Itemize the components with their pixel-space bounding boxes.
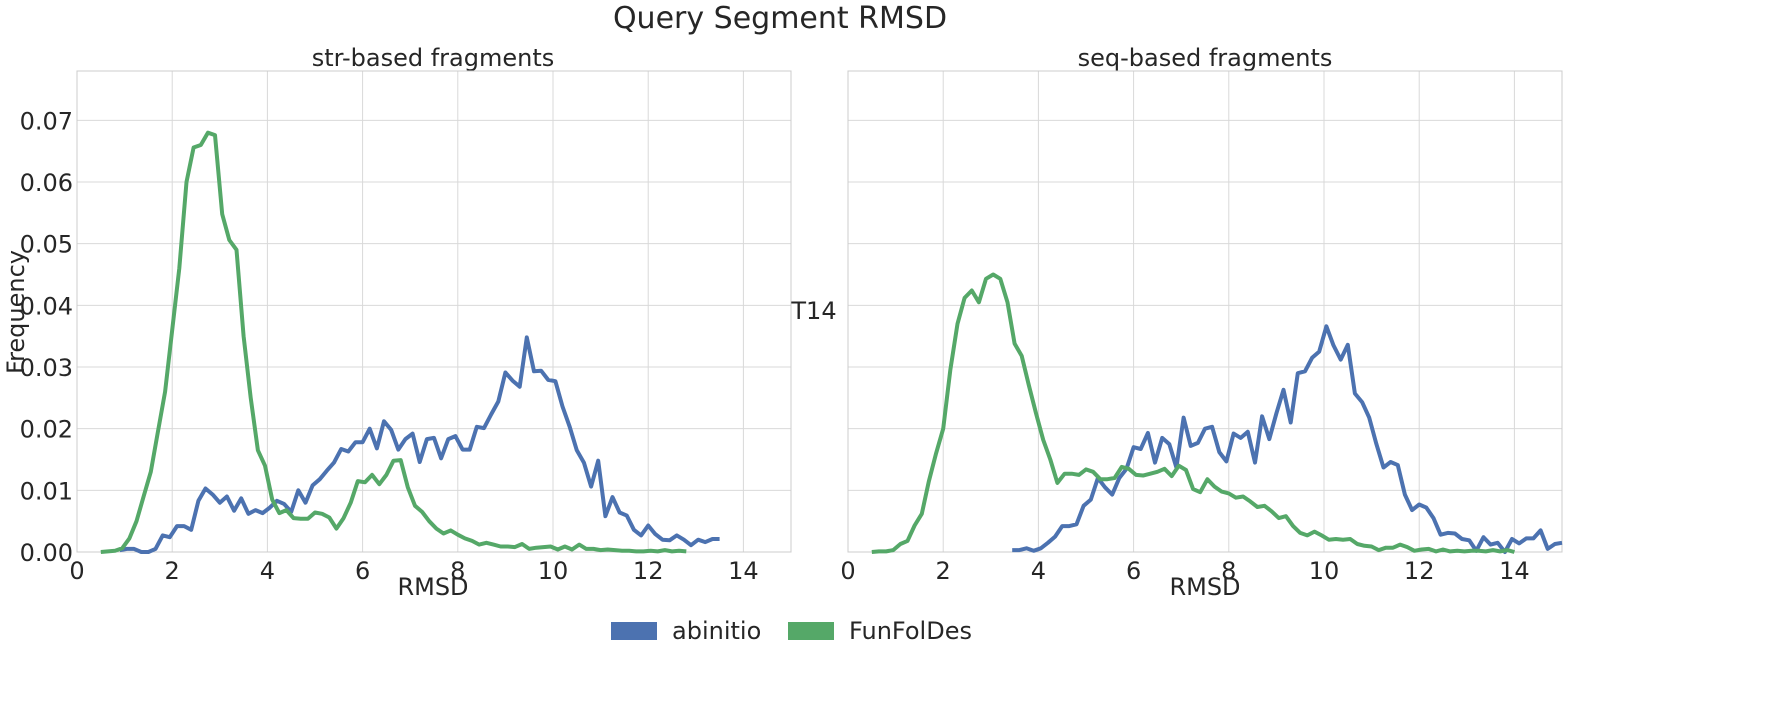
panel-1-x-tick-label-1: 2 <box>936 557 951 585</box>
panel-left-frame <box>76 70 792 553</box>
panel-right-series <box>871 272 1563 554</box>
panel-0-series-funfoldes-line <box>100 130 687 554</box>
panel-left-series <box>100 130 720 554</box>
panel-right-ticks: 0 2 4 6 8 10 12 14 <box>840 557 1529 585</box>
panel-right-frame <box>847 70 1563 553</box>
y-tick-label-3: 0.03 <box>20 354 73 382</box>
panel-right-xlabel: RMSD <box>1169 573 1240 601</box>
legend-swatch-funfoldes <box>788 622 834 640</box>
y-tick-label-2: 0.02 <box>20 416 73 444</box>
legend-label-funfoldes: FunFolDes <box>849 617 972 645</box>
panel-0-x-tick-label-3: 6 <box>355 557 370 585</box>
y-tick-label-7: 0.07 <box>20 107 73 135</box>
y-tick-label-0: 0.00 <box>20 539 73 567</box>
panel-0-x-tick-label-1: 2 <box>165 557 180 585</box>
y-tick-label-6: 0.06 <box>20 169 73 197</box>
legend: abinitio FunFolDes <box>611 617 972 645</box>
panel-left-title: str-based fragments <box>312 44 555 72</box>
panel-right-title: seq-based fragments <box>1078 44 1333 72</box>
legend-swatch-abinitio <box>611 622 657 640</box>
panel-1-x-tick-label-2: 4 <box>1031 557 1046 585</box>
y-tick-label-4: 0.04 <box>20 292 73 320</box>
panel-left-ticks: 0 2 4 6 8 10 12 14 0.00 0.01 0.02 0.03 0.04 0.05 0.06 0… <box>20 107 759 585</box>
panel-1-x-tick-label-7: 14 <box>1499 557 1530 585</box>
panel-1-x-tick-label-3: 6 <box>1126 557 1141 585</box>
panel-1-x-tick-label-4: 8 <box>1221 557 1236 585</box>
panel-left: str-based fragments 0 2 4 6 8 10 12 140.000.010… <box>20 44 792 601</box>
panel-0-x-tick-label-6: 12 <box>633 557 664 585</box>
panel-left-xlabel: RMSD <box>397 573 468 601</box>
panel-0-x-tick-label-0: 0 <box>69 557 84 585</box>
panel-1-x-tick-label-0: 0 <box>840 557 855 585</box>
panel-0-series-abinitio-line <box>119 335 720 554</box>
y-tick-label-5: 0.05 <box>20 231 73 259</box>
panel-1-series-funfoldes-line <box>871 272 1515 554</box>
panel-0-x-tick-label-7: 14 <box>728 557 759 585</box>
panel-left-grid <box>76 71 791 553</box>
chart-title: Query Segment RMSD <box>613 1 947 36</box>
panel-0-x-tick-label-4: 8 <box>450 557 465 585</box>
y-tick-label-1: 0.01 <box>20 477 73 505</box>
panel-right: seq-based fragments 0 2 4 6 8 10 12 14 RMSD <box>840 44 1563 601</box>
y-axis-label: Frequency <box>2 250 30 374</box>
legend-label-abinitio: abinitio <box>672 617 761 645</box>
panel-0-x-tick-label-5: 10 <box>538 557 569 585</box>
panel-1-series-abinitio-line <box>1012 324 1563 554</box>
panel-1-x-tick-label-5: 10 <box>1309 557 1340 585</box>
panel-0-x-tick-label-2: 4 <box>260 557 275 585</box>
panel-1-x-tick-label-6: 12 <box>1404 557 1435 585</box>
side-label: T14 <box>790 297 836 325</box>
